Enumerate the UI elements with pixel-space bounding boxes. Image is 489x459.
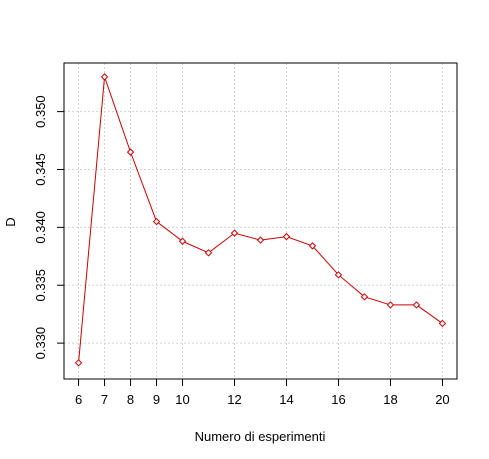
x-tick-label: 16 — [331, 392, 345, 407]
y-tick-label: 0.330 — [33, 327, 48, 360]
y-axis-label: D — [3, 217, 18, 226]
data-point — [412, 301, 421, 309]
y-axis: 0.330 0.335 0.340 0.345 0.350 — [33, 95, 65, 360]
x-tick-label: 9 — [153, 392, 160, 407]
data-point — [438, 319, 447, 328]
data-point — [256, 236, 265, 244]
data-point — [334, 271, 343, 279]
grid-lines — [64, 63, 457, 379]
data-point — [204, 249, 213, 257]
x-tick-label: 20 — [435, 392, 449, 407]
data-point — [360, 293, 369, 301]
data-point — [230, 229, 239, 237]
x-tick-label: 18 — [383, 392, 397, 407]
x-tick-label: 8 — [127, 392, 134, 407]
y-tick-label: 0.340 — [33, 211, 48, 244]
y-tick-label: 0.350 — [33, 95, 48, 128]
data-point — [386, 301, 395, 309]
series-line — [78, 76, 443, 363]
data-point — [126, 148, 135, 156]
series-layer — [74, 73, 447, 367]
data-point — [178, 237, 187, 245]
x-tick-label: 10 — [175, 392, 189, 407]
y-tick-label: 0.345 — [33, 153, 48, 186]
x-tick-label: 12 — [227, 392, 241, 407]
x-axis: 6 7 8 9 10 12 14 16 18 20 — [75, 378, 450, 407]
data-point — [100, 73, 109, 81]
data-point — [308, 242, 317, 250]
data-point — [152, 217, 161, 226]
x-axis-label: Numero di esperimenti — [195, 429, 326, 444]
plot-border — [63, 62, 458, 380]
x-tick-label: 7 — [101, 392, 108, 407]
data-point — [282, 232, 291, 241]
x-tick-label: 6 — [75, 392, 82, 407]
data-point — [74, 359, 83, 367]
x-tick-label: 14 — [279, 392, 293, 407]
y-tick-label: 0.335 — [33, 269, 48, 302]
